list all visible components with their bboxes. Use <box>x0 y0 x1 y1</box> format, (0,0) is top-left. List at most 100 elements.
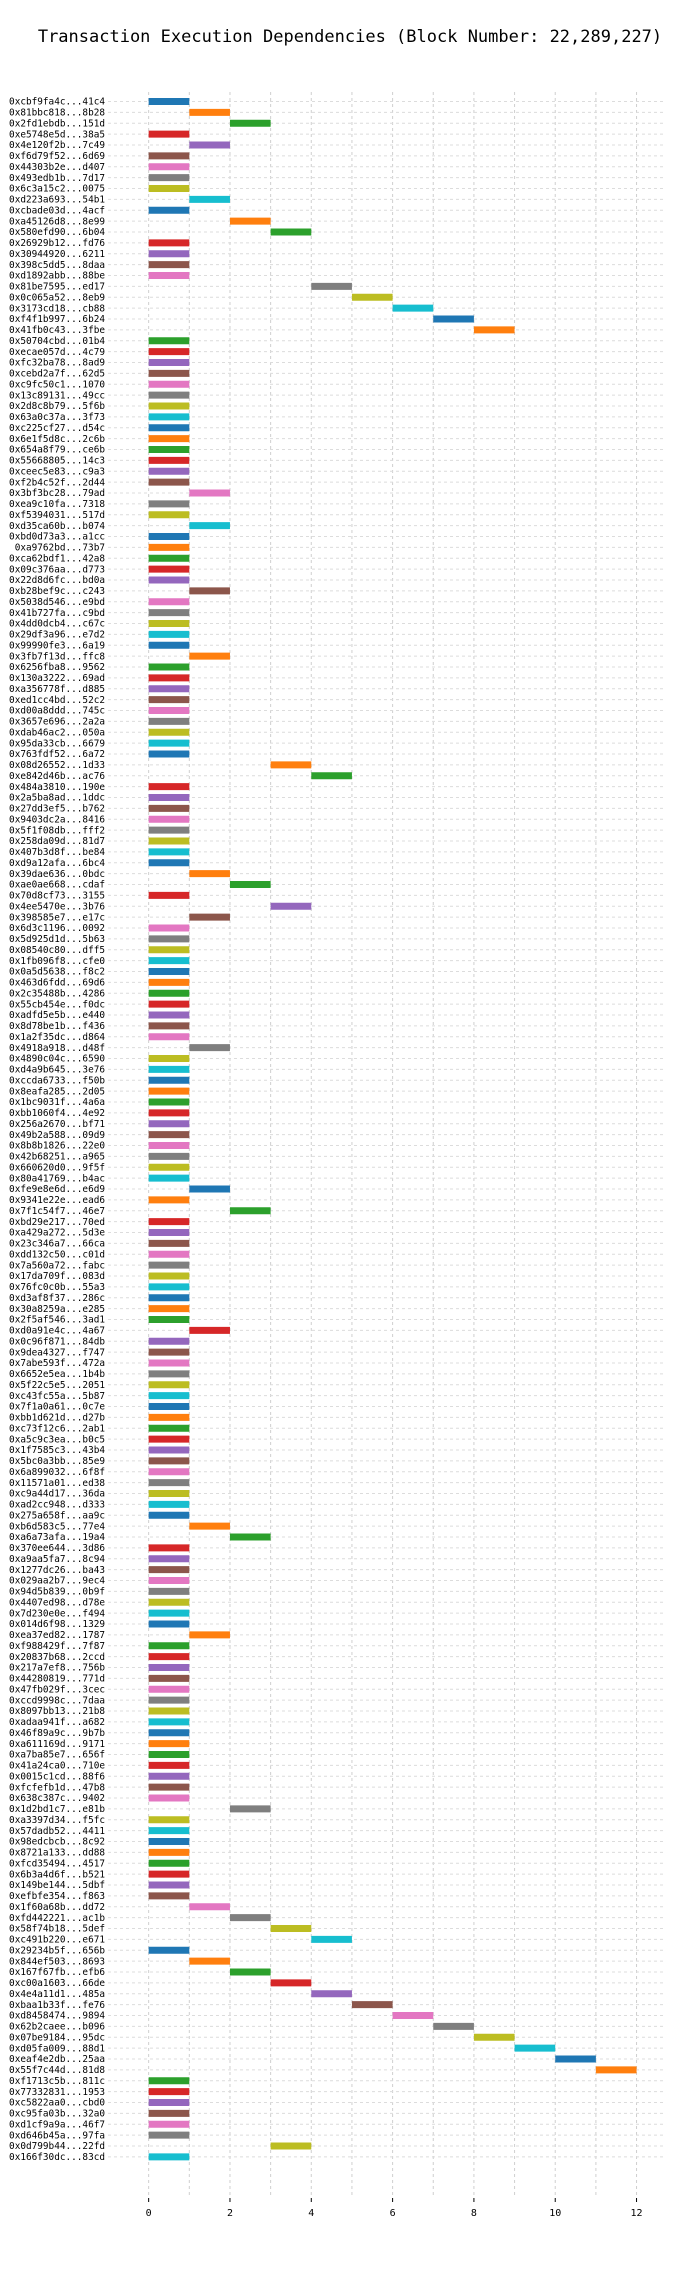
dependency-bar <box>148 1620 190 1628</box>
dependency-bar <box>514 2044 556 2052</box>
dependency-bar <box>148 1859 190 1867</box>
row-label: 0x638c387c...9402 <box>9 1793 105 1804</box>
dependency-bar <box>270 1925 312 1932</box>
dependency-bar <box>148 1000 190 1008</box>
dependency-bar <box>148 1740 190 1748</box>
row-label: 0x17da709f...083d <box>9 1271 105 1282</box>
dependency-bar <box>148 272 190 279</box>
dependency-bar <box>148 989 190 997</box>
dependency-bar <box>148 1218 190 1226</box>
dependency-bar <box>148 1664 190 1671</box>
row-label: 0xbd0d73a3...a1cc <box>9 532 105 543</box>
dependency-bar <box>473 2033 515 2041</box>
row-label: 0x5bc0a3bb...85e9 <box>9 1456 105 1467</box>
row-label: 0xbaa1b33f...fe76 <box>9 2000 105 2011</box>
row-label: 0x149be144...5dbf <box>9 1880 105 1891</box>
dependency-bar <box>148 1816 190 1824</box>
dependency-bar <box>148 500 190 508</box>
dependency-bar <box>229 1805 271 1813</box>
row-label: 0x27dd3ef5...b762 <box>9 804 105 815</box>
dependency-bar <box>270 761 312 769</box>
row-label: 0xfd442221...ac1b <box>9 1913 105 1924</box>
row-label: 0xd4a9b645...3e76 <box>9 1065 105 1076</box>
dependency-bar <box>148 1772 190 1780</box>
row-label: 0x20837b68...2ccd <box>9 1652 105 1663</box>
row-label: 0xd00a8ddd...745c <box>9 706 105 717</box>
row-label: 0x167f67fb...efb6 <box>9 1967 105 1978</box>
dependency-bar <box>148 1457 190 1465</box>
row-label: 0x0c96f871...84db <box>9 1336 105 1347</box>
dependency-bar <box>148 456 190 464</box>
dependency-bar <box>148 1718 190 1726</box>
row-label: 0x95da33cb...6679 <box>9 738 105 749</box>
row-label: 0x6256fba8...9562 <box>9 662 105 673</box>
row-label: 0x29234b5f...656b <box>9 1945 105 1956</box>
dependency-bar <box>148 707 190 714</box>
dependency-bar <box>270 1979 312 1987</box>
row-label: 0xd1892abb...88be <box>9 271 105 282</box>
dependency-bar <box>148 413 190 421</box>
grid-layer <box>108 92 665 2198</box>
x-tick-label: 0 <box>146 2208 152 2219</box>
row-label: 0xb28bef9c...c243 <box>9 586 105 597</box>
row-label: 0x844ef503...8693 <box>9 1956 105 1967</box>
dependency-bar <box>148 1674 190 1682</box>
dependency-bar <box>148 783 190 791</box>
row-label: 0x0015c1cd...88f6 <box>9 1771 105 1782</box>
dependency-bar <box>148 533 190 540</box>
dependency-bar <box>148 630 190 638</box>
row-label: 0x580efd90...6b04 <box>9 227 105 238</box>
row-label: 0x258da09d...81d7 <box>9 836 105 847</box>
dependency-bar <box>148 620 190 627</box>
dependency-bar <box>392 2012 434 2019</box>
dependency-bar <box>148 261 190 269</box>
dependency-bar <box>189 522 230 530</box>
dependency-bar <box>148 1261 190 1269</box>
row-label: 0x7f1a0a61...0c7e <box>9 1402 105 1413</box>
dependency-bar <box>433 315 474 323</box>
row-label: 0xfcd35494...4517 <box>9 1858 105 1869</box>
row-label: 0x014d6f98...1329 <box>9 1619 105 1630</box>
row-label: 0x2c35488b...4286 <box>9 988 105 999</box>
dependency-bar <box>311 282 352 290</box>
dependency-bar <box>148 2153 190 2161</box>
row-label: 0x41b727fa...c9bd <box>9 608 105 619</box>
row-label: 0xb6d583c5...77e4 <box>9 1521 105 1532</box>
dependency-bar <box>148 1685 190 1693</box>
row-label: 0x407b3d8f...be84 <box>9 847 105 858</box>
row-label: 0x8eafa285...2d05 <box>9 1086 105 1097</box>
row-label: 0x660620d0...9f5f <box>9 1162 105 1173</box>
dependency-bar <box>148 250 190 258</box>
dependency-bar <box>148 511 190 519</box>
dependency-bar <box>148 1163 190 1171</box>
row-label: 0xa611169d...9171 <box>9 1739 105 1750</box>
x-tick-label: 8 <box>471 2208 477 2219</box>
row-label: 0xd0a91e4c...4a67 <box>9 1326 105 1337</box>
dependency-bar <box>270 228 312 236</box>
row-label: 0x3173cd18...cb88 <box>9 303 105 314</box>
row-label: 0x1f7585c3...43b4 <box>9 1445 105 1456</box>
dependency-bar <box>351 2001 393 2009</box>
dependency-bar <box>148 565 190 573</box>
dependency-bar <box>148 1707 190 1715</box>
row-label: 0x94d5b839...0b9f <box>9 1587 105 1598</box>
row-label: 0x5f1f08db...fff2 <box>9 825 105 836</box>
row-label: 0x256a2670...bf71 <box>9 1119 105 1130</box>
dependency-bar <box>148 1794 190 1802</box>
row-label: 0x4890c04c...6590 <box>9 1054 105 1065</box>
dependency-bar <box>148 1392 190 1400</box>
dependency-bar <box>148 1022 190 1030</box>
dependency-bar <box>148 1109 190 1117</box>
dependency-bar <box>148 968 190 975</box>
dependency-bar <box>148 739 190 747</box>
dependency-bar <box>148 337 190 345</box>
row-label: 0x55cb454e...f0dc <box>9 999 105 1010</box>
row-label: 0xefbfe354...f863 <box>9 1891 105 1902</box>
x-tick-label: 12 <box>631 2208 643 2219</box>
row-label: 0xfc32ba78...8ad9 <box>9 358 105 369</box>
dependency-bar <box>595 2066 637 2074</box>
row-label: 0x7f1c54f7...46e7 <box>9 1206 105 1217</box>
row-label: 0xc00a1603...66de <box>9 1978 105 1989</box>
row-label: 0x275a658f...aa9c <box>9 1510 105 1521</box>
